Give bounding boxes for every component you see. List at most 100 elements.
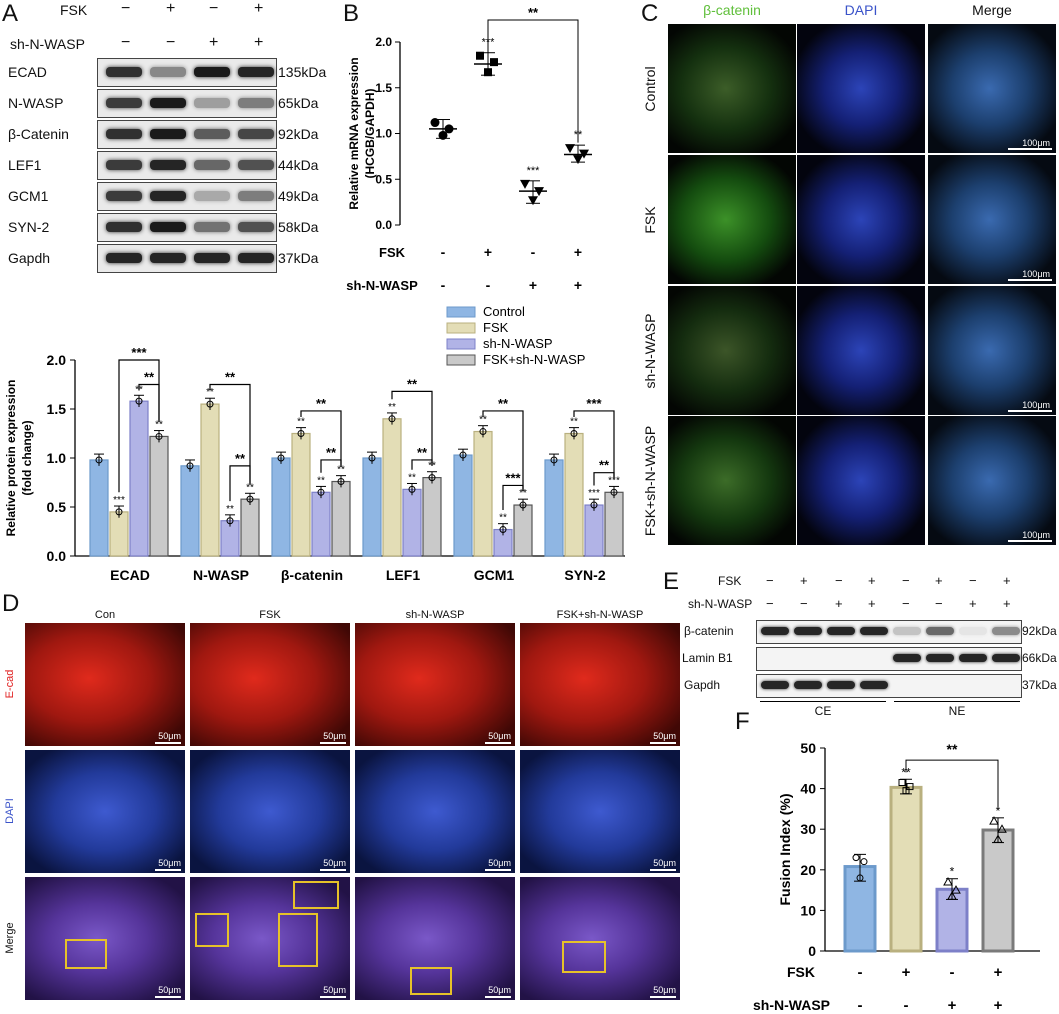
blot-band	[194, 222, 230, 232]
kda-label: 37kDa	[278, 250, 319, 266]
scale-bar-label: 100μm	[1022, 530, 1050, 540]
y-tick-label: 2.0	[375, 35, 392, 49]
micrograph: 100μm	[928, 416, 1056, 545]
blot-band	[150, 222, 186, 232]
bar	[981, 828, 1015, 953]
if-row-label: Merge	[4, 921, 16, 954]
significance-bracket	[391, 390, 433, 463]
lane-sign: −	[835, 573, 843, 588]
x-category-label: β-catenin	[281, 567, 343, 583]
blot-band	[150, 253, 186, 263]
micrograph	[668, 416, 796, 545]
sh-sign: -	[858, 997, 863, 1014]
data-point	[590, 501, 598, 509]
bracket-label: **	[225, 370, 236, 385]
legend-swatch	[446, 306, 476, 318]
scale-bar-label: 50μm	[653, 985, 676, 995]
blot-band	[194, 67, 230, 77]
data-point	[226, 517, 234, 525]
fsk-sign: -	[531, 244, 536, 260]
data-point	[579, 149, 589, 159]
bar	[89, 459, 109, 557]
if-row-label: FSK+sh-N-WASP	[642, 425, 658, 536]
kda-label: 92kDa	[278, 126, 319, 142]
data-point	[528, 196, 538, 206]
sh-sign: +	[994, 997, 1003, 1014]
if-row-label: E-cad	[4, 669, 16, 698]
significance-bracket	[138, 383, 160, 422]
significance-bracket	[905, 759, 999, 809]
blot-band	[150, 67, 186, 77]
significance-bracket	[482, 410, 524, 491]
sh-sign: -	[486, 277, 491, 293]
significance-label: **	[297, 417, 305, 428]
kda-label: 58kDa	[278, 219, 319, 235]
bracket-label: **	[498, 396, 509, 411]
blot-band	[150, 98, 186, 108]
bar	[422, 477, 442, 557]
bracket-label: ***	[586, 396, 602, 411]
blot-band	[194, 253, 230, 263]
lane-sign: +	[254, 34, 264, 51]
blot-band	[238, 160, 274, 170]
y-tick-label: 0.0	[47, 548, 67, 564]
if-column-header: FSK+sh-N-WASP	[556, 609, 644, 621]
fraction-line-ne	[894, 701, 1020, 702]
blot-band	[194, 129, 230, 139]
y-tick-label: 0.5	[375, 172, 392, 186]
data-point	[499, 526, 507, 534]
significance-label: **	[155, 420, 163, 431]
data-point	[317, 488, 325, 496]
western-blot-e: FSK − + − + − + − + sh-N-WASP − − + + − − + + β-catenin 92k…	[680, 568, 1059, 718]
row-label-fsk: FSK	[379, 245, 406, 260]
significance-label: **	[246, 482, 254, 493]
significance-label: **	[226, 504, 234, 515]
significance-label: **	[479, 415, 487, 426]
scale-bar-label: 100μm	[1022, 269, 1050, 279]
blot-header-label: FSK	[60, 2, 88, 18]
blot-band	[827, 681, 855, 689]
significance-bracket	[209, 383, 251, 485]
scale-bar	[485, 742, 511, 744]
bar	[180, 465, 200, 557]
scale-bar	[155, 996, 181, 998]
blot-band	[238, 191, 274, 201]
blot-band	[194, 191, 230, 201]
blot-header-label: sh-N-WASP	[10, 36, 85, 52]
micrograph	[668, 286, 796, 415]
significance-label: **	[337, 465, 345, 476]
lane-sign: −	[800, 596, 808, 611]
bracket-label: **	[417, 445, 428, 460]
blot-header-label: sh-N-WASP	[688, 597, 753, 611]
bar	[271, 457, 291, 557]
legend-label: FSK+sh-N-WASP	[483, 352, 585, 367]
kda-label: 49kDa	[278, 188, 319, 204]
kda-label: 44kDa	[278, 157, 319, 173]
blot-band	[106, 191, 142, 201]
bar	[331, 480, 351, 557]
zoom-region-box	[410, 967, 452, 995]
bar	[604, 491, 624, 557]
micrograph	[797, 286, 925, 415]
data-point	[368, 454, 376, 462]
blot-band	[238, 129, 274, 139]
data-point	[438, 130, 448, 140]
blot-strip	[97, 58, 277, 87]
fsk-sign: +	[574, 244, 582, 260]
sh-sign: +	[574, 277, 582, 293]
fusion-index-chart: 0 10 20 30 40 50 Fusion Index (%) - - ** + - * - + * + + F…	[753, 740, 1040, 1014]
micrograph: 50μm	[190, 877, 350, 1000]
zoom-region-box	[195, 913, 229, 947]
micrograph	[797, 155, 925, 284]
protein-label: Gapdh	[684, 678, 721, 692]
protein-label: ECAD	[8, 64, 47, 80]
lane-sign: +	[868, 596, 876, 611]
panel-label-d: D	[2, 590, 20, 617]
y-tick-label: 1.0	[375, 127, 392, 141]
bar	[129, 400, 149, 557]
scale-bar-label: 50μm	[158, 985, 181, 995]
blot-band	[827, 627, 855, 635]
bar	[362, 457, 382, 557]
bar	[109, 511, 129, 557]
bracket-label: ***	[505, 470, 521, 485]
